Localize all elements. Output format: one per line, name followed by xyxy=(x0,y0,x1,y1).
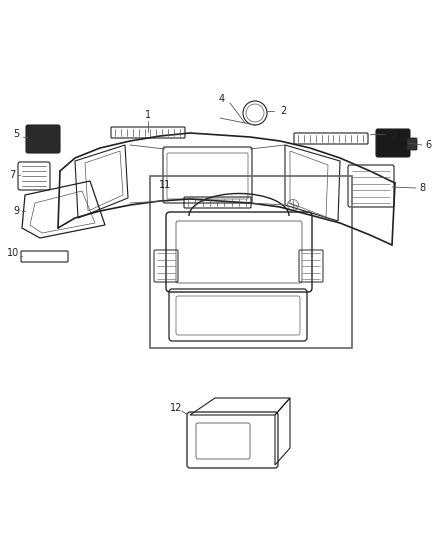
Text: 7: 7 xyxy=(9,170,15,180)
Text: 1: 1 xyxy=(145,110,151,120)
FancyBboxPatch shape xyxy=(376,129,410,157)
Text: 6: 6 xyxy=(425,140,431,150)
Text: 9: 9 xyxy=(13,206,19,216)
Text: 8: 8 xyxy=(419,183,425,193)
Text: 4: 4 xyxy=(219,94,225,104)
FancyBboxPatch shape xyxy=(26,125,60,153)
Text: 11: 11 xyxy=(159,180,171,190)
Text: 5: 5 xyxy=(13,129,19,139)
Text: 10: 10 xyxy=(7,248,19,258)
FancyBboxPatch shape xyxy=(407,138,417,150)
Text: 3: 3 xyxy=(390,129,396,139)
Text: 2: 2 xyxy=(280,106,286,116)
Text: 12: 12 xyxy=(170,403,182,413)
